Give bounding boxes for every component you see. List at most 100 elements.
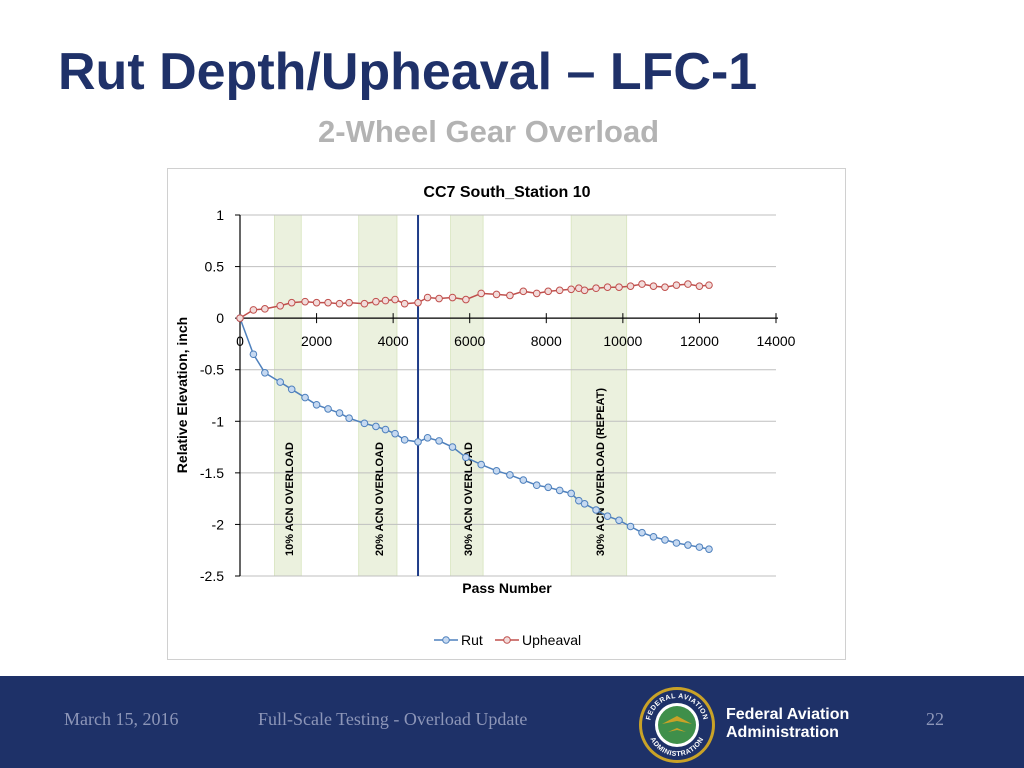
y-tick-label-1: 0.5: [205, 259, 225, 275]
data-point-upheaval-33: [626, 282, 635, 290]
data-point-upheaval-31: [603, 283, 612, 291]
footer-org-line2: Administration: [726, 724, 839, 741]
y-tick-label-7: -2.5: [200, 568, 224, 584]
data-point-rut-31: [603, 512, 612, 520]
footer-org-line1: Federal Aviation: [726, 706, 850, 723]
data-point-upheaval-32: [615, 283, 623, 291]
data-point-rut-21: [492, 466, 501, 475]
data-point-upheaval-19: [462, 295, 470, 304]
footer-organization: Federal Aviation Administration: [726, 706, 849, 742]
data-point-upheaval-8: [335, 299, 344, 308]
data-point-rut-10: [360, 419, 369, 428]
x-tick-label-6: 12000: [680, 333, 719, 349]
overload-band-label-3: 30% ACN OVERLOAD: [463, 442, 475, 556]
data-point-upheaval-14: [400, 299, 409, 308]
data-point-upheaval-29: [580, 286, 589, 295]
data-point-upheaval-40: [705, 281, 713, 289]
data-point-rut-8: [335, 409, 344, 417]
y-tick-label-4: -1: [212, 413, 225, 429]
data-point-upheaval-37: [672, 281, 681, 289]
data-point-rut-7: [324, 405, 332, 413]
data-point-rut-4: [287, 385, 296, 394]
data-point-upheaval-10: [360, 299, 369, 308]
rut-upheaval-chart: 1 0.5 0 -0.5 -1 -1.5 -2 -2.5 0 2000 4000 6000 8000 10…: [174, 184, 796, 648]
legend-marker-rut: [442, 636, 450, 644]
data-point-rut-35: [649, 533, 658, 541]
y-tick-label-3: -0.5: [200, 362, 224, 378]
x-tick-label-3: 6000: [454, 333, 485, 349]
y-tick-label-5: -1.5: [200, 465, 224, 481]
x-tick-label-5: 10000: [603, 333, 642, 349]
data-point-upheaval-0: [236, 314, 244, 322]
data-point-upheaval-3: [276, 301, 284, 310]
data-point-rut-26: [555, 486, 564, 495]
x-axis-label: Pass Number: [462, 580, 552, 596]
data-point-upheaval-36: [661, 283, 669, 291]
data-point-rut-17: [435, 437, 443, 445]
data-point-rut-38: [684, 541, 692, 549]
footer-date: March 15, 2016: [64, 709, 179, 729]
data-point-rut-13: [391, 429, 399, 438]
y-tick-label-2: 0: [216, 310, 224, 326]
legend-label-rut: Rut: [461, 632, 483, 648]
data-point-rut-25: [544, 483, 553, 492]
y-tick-label-0: 1: [216, 207, 224, 223]
data-point-upheaval-11: [372, 297, 380, 306]
data-point-rut-40: [705, 545, 713, 553]
data-point-upheaval-25: [544, 287, 553, 296]
data-point-upheaval-22: [506, 291, 514, 300]
legend-marker-upheaval: [503, 636, 511, 644]
data-point-upheaval-16: [423, 293, 432, 302]
data-point-rut-14: [400, 436, 409, 444]
x-tick-label-7: 14000: [757, 333, 796, 349]
overload-band-label-4: 30% ACN OVERLOAD (REPEAT): [595, 388, 607, 556]
chart-title: CC7 South_Station 10: [423, 184, 590, 201]
data-point-upheaval-39: [695, 282, 704, 290]
footer-presentation-title: Full-Scale Testing - Overload Update: [258, 709, 528, 729]
data-point-rut-19: [462, 453, 470, 462]
data-point-rut-36: [661, 536, 669, 544]
data-point-rut-29: [580, 500, 589, 508]
legend-label-upheaval: Upheaval: [522, 632, 581, 648]
data-point-rut-34: [638, 528, 646, 537]
overload-band-label-2: 20% ACN OVERLOAD: [374, 442, 386, 556]
chart-frame: 1 0.5 0 -0.5 -1 -1.5 -2 -2.5 0 2000 4000 6000 8000 10…: [167, 168, 846, 660]
data-point-upheaval-1: [249, 306, 258, 314]
x-tick-label-1: 2000: [301, 333, 332, 349]
data-point-rut-11: [372, 422, 380, 431]
data-point-rut-1: [249, 350, 258, 359]
data-point-upheaval-18: [448, 293, 457, 302]
x-tick-label-4: 8000: [531, 333, 562, 349]
overload-band-4: [570, 214, 628, 577]
footer-bar: March 15, 2016 Full-Scale Testing - Over…: [0, 676, 1024, 768]
data-point-upheaval-2: [261, 305, 269, 313]
data-point-rut-30: [592, 506, 600, 514]
data-point-upheaval-17: [435, 294, 443, 303]
data-point-upheaval-38: [684, 280, 692, 288]
data-point-rut-32: [615, 516, 623, 525]
data-point-upheaval-26: [555, 286, 564, 295]
data-point-rut-3: [276, 378, 284, 386]
slide-subtitle: 2-Wheel Gear Overload: [318, 114, 660, 149]
y-tick-label-6: -2: [212, 516, 225, 532]
data-point-rut-15: [414, 438, 422, 446]
data-point-upheaval-13: [391, 295, 399, 304]
overload-band-1: [274, 214, 302, 577]
data-point-rut-33: [626, 522, 635, 531]
data-point-rut-16: [423, 433, 432, 442]
data-point-upheaval-21: [492, 290, 501, 299]
overload-band-2: [358, 214, 398, 577]
data-point-upheaval-4: [287, 298, 296, 307]
slide-title: Rut Depth/Upheaval – LFC-1: [58, 43, 758, 101]
data-point-upheaval-6: [312, 298, 321, 307]
data-point-rut-20: [477, 460, 486, 469]
data-point-upheaval-9: [345, 298, 353, 307]
data-point-upheaval-7: [324, 298, 332, 307]
data-point-rut-28: [575, 496, 583, 505]
data-point-rut-5: [301, 393, 309, 402]
data-point-upheaval-27: [567, 285, 575, 294]
data-point-upheaval-30: [592, 284, 600, 293]
data-point-upheaval-20: [477, 289, 486, 298]
data-point-rut-37: [672, 539, 681, 547]
data-point-rut-39: [695, 543, 704, 551]
